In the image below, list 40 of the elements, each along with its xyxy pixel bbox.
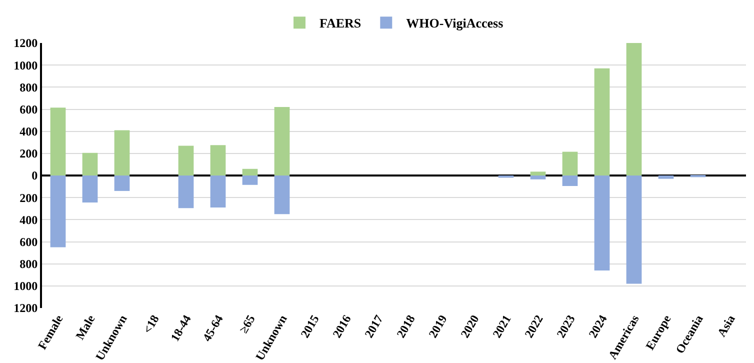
bar: [242, 176, 258, 185]
y-tick-label: 400: [20, 124, 38, 139]
bar: [658, 176, 674, 179]
bar: [530, 172, 546, 176]
bar: [114, 176, 130, 191]
bar: [210, 176, 226, 208]
y-tick-label: 0: [32, 168, 38, 183]
bar: [594, 68, 610, 176]
y-tick-label: 400: [20, 212, 38, 227]
bar: [562, 176, 578, 186]
bar: [210, 145, 226, 176]
bar: [82, 152, 98, 176]
y-tick-label: 1200: [14, 36, 38, 50]
y-tick-label: 1000: [14, 58, 38, 72]
y-tick-label: 600: [20, 234, 38, 249]
y-tick-label: 800: [20, 257, 38, 272]
bar: [274, 107, 290, 176]
bar: [82, 176, 98, 203]
y-tick-label: 200: [20, 190, 38, 205]
bar: [114, 130, 130, 176]
y-tick-label: 600: [20, 102, 38, 116]
legend-label: WHO-VigiAccess: [406, 16, 504, 31]
legend-label: FAERS: [320, 16, 362, 31]
x-tick-label: <18: [140, 312, 162, 336]
bar: [50, 176, 66, 248]
y-tick-label: 200: [20, 146, 38, 161]
bar: [50, 108, 66, 176]
bar: [274, 176, 290, 214]
y-tick-label: 1000: [14, 279, 38, 294]
y-tick-label: 800: [20, 80, 38, 94]
bar: [626, 43, 642, 176]
bar: [178, 176, 194, 208]
y-tick-label: 1200: [14, 301, 38, 316]
bar: [178, 146, 194, 176]
bar: [626, 176, 642, 284]
bar: [530, 176, 546, 180]
x-tick-label: ≥65: [236, 312, 258, 336]
bar: [594, 176, 610, 270]
bar: [242, 168, 258, 176]
bar: [562, 152, 578, 176]
